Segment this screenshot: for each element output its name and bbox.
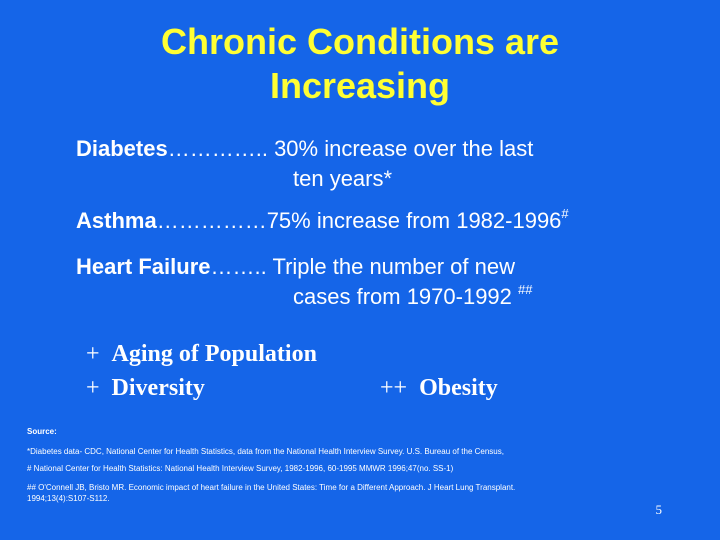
title-line-1: Chronic Conditions are xyxy=(160,21,560,62)
source-line: ## O'Connell JB, Bristo MR. Economic imp… xyxy=(27,483,516,492)
footnote-marker: ## xyxy=(518,281,533,297)
condition-diabetes-cont: ten years* xyxy=(293,166,393,191)
condition-heart-failure: Heart Failure…….. Triple the number of n… xyxy=(76,252,515,282)
condition-name: Asthma xyxy=(76,208,157,233)
condition-name: Diabetes xyxy=(76,136,168,161)
plus-icon: + xyxy=(86,375,100,401)
factor-diversity: + Diversity xyxy=(86,372,205,404)
source-line: 1994;13(4):S107-S112. xyxy=(27,494,110,503)
condition-text: 75% increase from 1982-1996 xyxy=(266,208,562,233)
factor-label: Obesity xyxy=(419,375,498,401)
slide-title: Chronic Conditions are Increasing xyxy=(0,20,720,108)
condition-text: Triple the number of new xyxy=(266,254,515,279)
condition-asthma: Asthma……………75% increase from 1982-1996# xyxy=(76,206,569,236)
factor-obesity: ++ Obesity xyxy=(380,372,498,404)
leader-dots: …………… xyxy=(156,208,267,233)
condition-name: Heart Failure xyxy=(76,254,211,279)
source-heading: Source: xyxy=(27,427,57,436)
double-plus-icon: ++ xyxy=(380,375,408,401)
factor-label: Diversity xyxy=(111,375,205,401)
footnote-marker: # xyxy=(561,205,569,221)
plus-icon: + xyxy=(86,341,100,367)
leader-dots: …….. xyxy=(210,254,267,279)
condition-diabetes: Diabetes………….. 30% increase over the las… xyxy=(76,134,533,164)
condition-text: cases from 1970-1992 xyxy=(293,284,519,309)
leader-dots: ………….. xyxy=(167,136,268,161)
source-line: # National Center for Health Statistics:… xyxy=(27,464,454,473)
factor-aging: + Aging of Population xyxy=(86,338,317,370)
title-line-2: Increasing xyxy=(269,65,451,106)
factor-label: Aging of Population xyxy=(111,341,317,367)
source-line: *Diabetes data- CDC, National Center for… xyxy=(27,447,504,456)
condition-heart-failure-cont: cases from 1970-1992 ## xyxy=(293,282,533,312)
page-number: 5 xyxy=(655,502,663,517)
condition-text: 30% increase over the last xyxy=(267,136,534,161)
